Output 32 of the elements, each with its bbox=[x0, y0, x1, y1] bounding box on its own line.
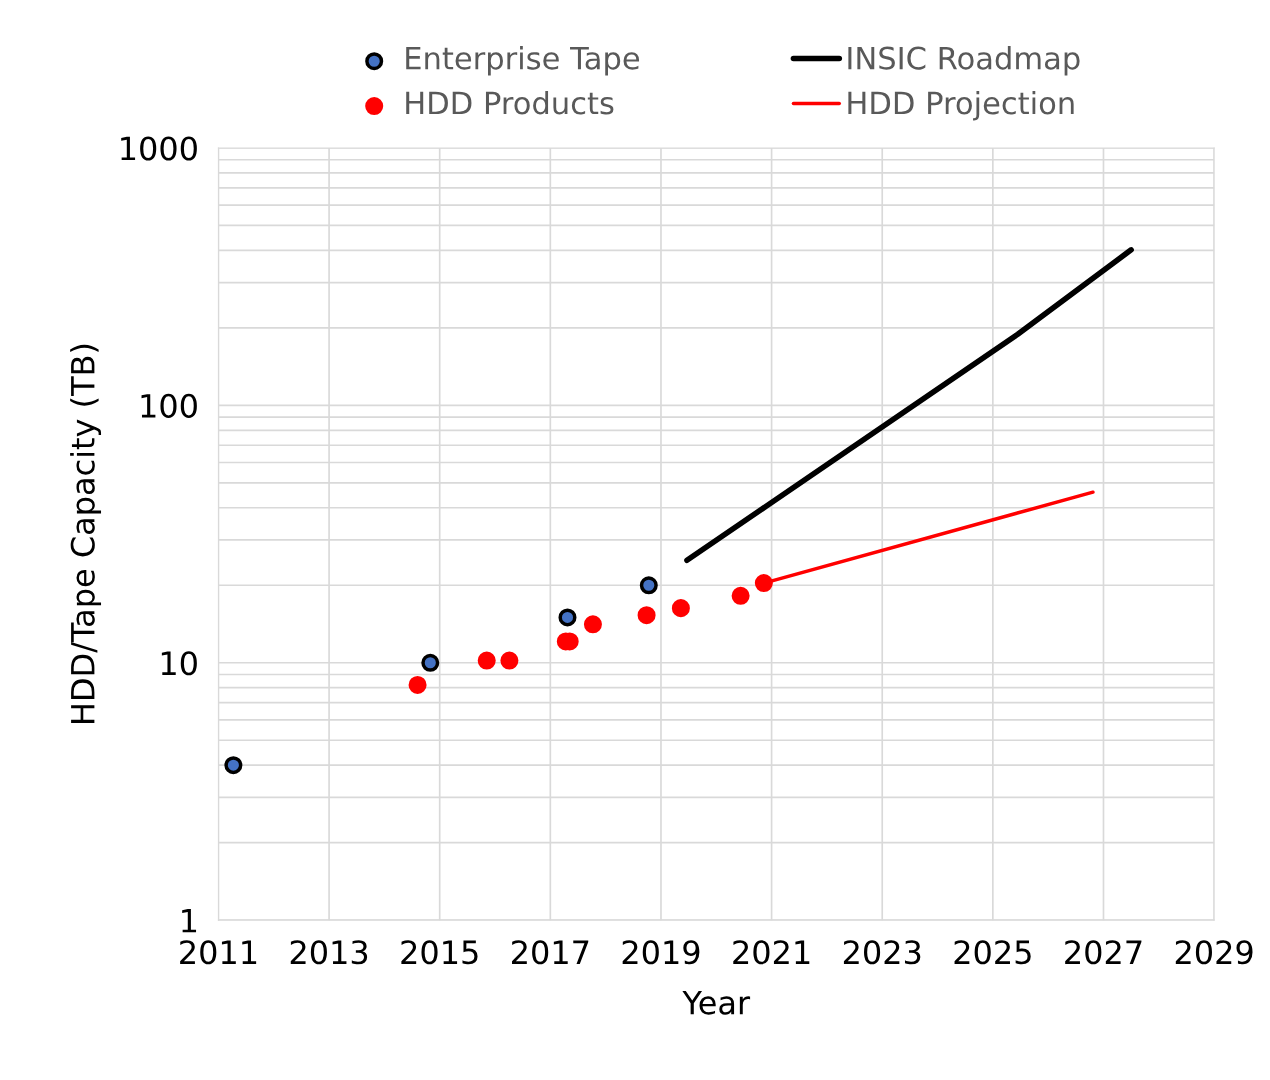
x-tick-label: 2013 bbox=[290, 940, 368, 965]
x-tick-label: 2025 bbox=[954, 940, 1031, 965]
point bbox=[477, 651, 496, 670]
y-tick-label: 1 bbox=[182, 909, 197, 933]
x-axis-title: Year bbox=[682, 990, 751, 1015]
y-tick-label: 1000 bbox=[121, 136, 197, 161]
point bbox=[671, 599, 690, 618]
y-tick-label: 10 bbox=[161, 651, 197, 676]
y-tick-label: 100 bbox=[141, 393, 197, 418]
x-tick-label: 2029 bbox=[1175, 940, 1253, 965]
point bbox=[224, 756, 243, 775]
point bbox=[421, 653, 440, 672]
point bbox=[408, 675, 427, 694]
point bbox=[583, 615, 602, 634]
point bbox=[731, 586, 750, 605]
x-tick-label: 2021 bbox=[733, 940, 810, 965]
x-tick-label: 2011 bbox=[180, 940, 257, 965]
point bbox=[639, 576, 658, 595]
point bbox=[637, 606, 656, 625]
x-tick-label: 2017 bbox=[512, 940, 589, 965]
legend-label: HDD Projection bbox=[848, 90, 1074, 121]
legend-label: INSIC Roadmap bbox=[848, 46, 1080, 76]
legend-label: Enterprise Tape bbox=[406, 46, 640, 76]
x-tick-label: 2027 bbox=[1065, 940, 1142, 965]
point bbox=[754, 574, 773, 593]
legend-label: HDD Products bbox=[406, 90, 614, 115]
x-tick-label: 2015 bbox=[401, 940, 478, 965]
y-axis-title: HDD/Tape Capacity (TB) bbox=[70, 344, 102, 723]
point bbox=[558, 608, 577, 627]
x-tick-label: 2023 bbox=[843, 940, 921, 965]
x-tick-label: 2019 bbox=[622, 940, 700, 965]
point bbox=[500, 651, 519, 670]
